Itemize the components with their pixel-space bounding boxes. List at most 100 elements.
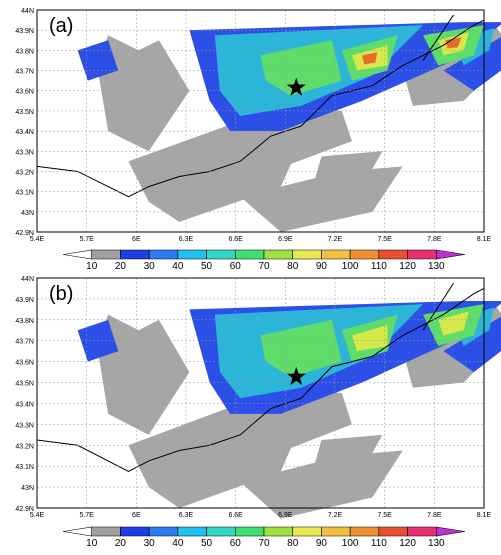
colorbar-label: 40 (172, 261, 184, 272)
field-mid-high (260, 319, 342, 378)
colorbar-swatch (120, 526, 150, 537)
colorbar-swatch (148, 249, 179, 260)
field-low (189, 105, 352, 172)
colorbar-label: 20 (115, 538, 127, 549)
map-area (36, 14, 501, 232)
x-tick-label: 7.8E (427, 236, 442, 243)
colorbar-label: 60 (230, 538, 242, 549)
map-frame (36, 9, 485, 233)
colorbar-swatch (177, 249, 207, 260)
colorbar-swatch (292, 249, 322, 260)
colorbar-swatch (263, 249, 294, 260)
y-tick-label: 43.9N (15, 28, 34, 35)
y-tick-label: 43.5N (15, 109, 34, 116)
colorbar-label: 80 (287, 538, 299, 549)
x-tick-label: 6E (132, 236, 141, 243)
colorbar-label: 130 (428, 261, 445, 272)
y-tick-label: 43.9N (15, 297, 34, 304)
colorbar-swatch (62, 249, 93, 260)
x-tick-label: 6.3E (179, 236, 194, 243)
y-tick-label: 43.8N (15, 318, 34, 325)
colorbar-swatch (62, 526, 93, 537)
colorbar-label: 40 (172, 538, 184, 549)
x-tick-label: 7.5E (377, 512, 392, 519)
colorbar-label: 50 (201, 261, 213, 272)
panel-a: 44N 43.9N 43.8N 43.7N 43.6N 43.5N 43.4N 43.3N 43… (0, 0, 501, 272)
colorbar-label: 60 (230, 261, 242, 272)
colorbar-swatch (349, 526, 380, 537)
x-tick-label: 6.9E (278, 236, 293, 243)
colorbar-swatch (120, 249, 150, 260)
field-max (445, 37, 462, 49)
panel-b: 44N 43.9N 43.8N 43.7N 43.6N 43.5N 43.4N 43.3N 43… (0, 272, 501, 550)
x-tick-label: 7.5E (377, 236, 392, 243)
colorbar-swatch (378, 526, 408, 537)
colorbar-label: 110 (371, 261, 387, 272)
x-tick-label: 8.1E (477, 512, 492, 519)
map-panel-b: 44N 43.9N 43.8N 43.7N 43.6N 43.5N 43.4N 43.3N 43… (15, 276, 501, 549)
y-tick-label: 44N (21, 8, 34, 15)
colorbar-label: 100 (342, 538, 359, 549)
colorbar-label: 10 (86, 538, 98, 549)
y-tick-label: 43.5N (15, 381, 34, 388)
y-tick-label: 43.2N (15, 169, 34, 176)
colorbar-swatch (407, 249, 437, 260)
colorbar-label: 30 (144, 261, 156, 272)
y-tick-label: 43.7N (15, 69, 34, 76)
colorbar-label: 90 (316, 261, 328, 272)
colorbar-swatch (91, 526, 121, 537)
field-high (438, 311, 469, 336)
x-tick-label: 5.7E (79, 512, 94, 519)
colorbar-label: 70 (258, 538, 270, 549)
y-tick-label: 44N (21, 276, 34, 283)
colorbar-swatch (234, 249, 265, 260)
colorbar-swatch (91, 249, 121, 260)
colorbar-swatch (206, 249, 236, 260)
y-tick-label: 43.4N (15, 129, 34, 136)
colorbar-swatch (407, 526, 437, 537)
y-tick-label: 43.3N (15, 422, 34, 429)
field-mid-low (77, 40, 119, 81)
field-max (362, 52, 378, 65)
y-tick-label: 43.7N (15, 339, 34, 346)
x-tick-label: 5.4E (30, 512, 45, 519)
y-tick-label: 43.6N (15, 360, 34, 367)
colorbar-label: 90 (316, 538, 328, 549)
colorbar-label: 120 (399, 261, 416, 272)
map-panel-a: 44N 43.9N 43.8N 43.7N 43.6N 43.5N 43.4N 43.3N 43… (15, 8, 501, 272)
y-tick-label: 42.9N (15, 230, 34, 237)
colorbar-label: 100 (342, 261, 359, 272)
colorbar-label: 20 (115, 261, 127, 272)
colorbar-swatch (234, 526, 265, 537)
colorbar-swatch (148, 526, 179, 537)
x-tick-label: 5.7E (79, 236, 94, 243)
y-tick-label: 43N (21, 210, 34, 217)
y-tick-label: 43.1N (15, 190, 34, 197)
star-icon (286, 366, 306, 385)
colorbar-swatch (435, 526, 466, 537)
panel-label: (b) (49, 283, 73, 305)
colorbar-label: 70 (258, 261, 270, 272)
colorbar-swatch (321, 526, 351, 537)
colorbar-label: 80 (287, 261, 299, 272)
field-high (351, 325, 388, 352)
map-area (36, 282, 501, 519)
colorbar-label: 10 (86, 261, 98, 272)
x-tick-label: 7.2E (328, 512, 343, 519)
x-tick-label: 6.6E (228, 236, 243, 243)
colorbar-swatch (435, 249, 466, 260)
colorbar-swatch (378, 249, 408, 260)
colorbar-label: 30 (144, 538, 156, 549)
star-icon (286, 77, 306, 96)
x-tick-label: 6.9E (278, 512, 293, 519)
y-tick-label: 43.1N (15, 464, 34, 471)
colorbar-label: 130 (428, 538, 445, 549)
x-tick-label: 8.1E (477, 236, 492, 243)
colorbar-label: 110 (371, 538, 387, 549)
colorbar-label: 50 (201, 538, 213, 549)
y-tick-label: 43.4N (15, 401, 34, 408)
field-mid-high (260, 40, 342, 96)
x-tick-label: 5.4E (30, 236, 45, 243)
y-tick-label: 43.2N (15, 443, 34, 450)
y-tick-label: 42.9N (15, 506, 34, 513)
